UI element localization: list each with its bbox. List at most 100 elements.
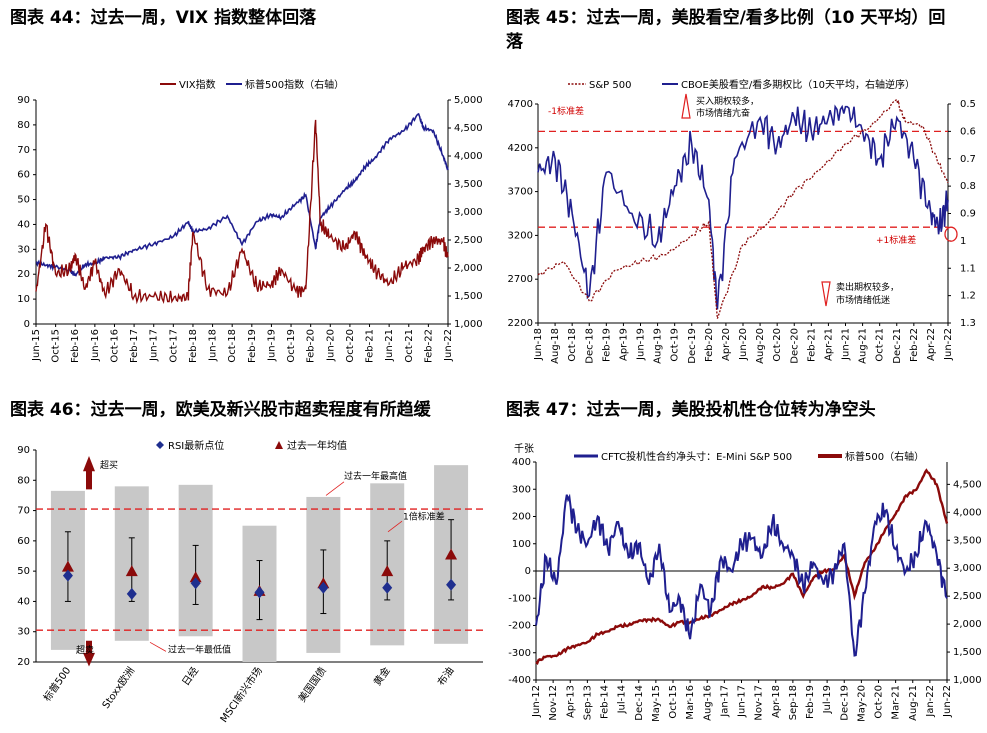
mean-marker [381,565,394,577]
label-plus-1sd: +1标准差 [876,234,916,246]
y-tick-label-left: 300 [512,484,531,495]
x-tick-label: Mar-16 [685,685,696,720]
x-tick-label: Dec-18 [584,328,595,364]
y-tick-label-left: 100 [512,539,531,550]
y-tick-label-right: 2,000 [953,619,982,630]
x-tick-label: Oct-19 [286,329,297,363]
x-tick-label: Sep-18 [788,685,799,720]
y-tick-label-right: 2,500 [454,235,483,246]
y-tick-label: 40 [17,596,30,607]
x-tick-label: Jun-22 [942,685,953,718]
sp500-dotted-line [537,98,949,319]
x-tick-label: Jun-22 [443,329,454,362]
y-tick-label: 90 [17,445,30,456]
overbought-arrow-icon [83,456,95,490]
vix-line [35,119,449,305]
y-tick-label-left: 3200 [508,230,533,241]
x-tick-label: Jun-17 [149,329,160,362]
cftc-line [535,493,948,657]
y-tick-label-left: 60 [17,170,30,181]
y-tick-label-right: 1 [960,236,966,247]
x-tick-label: Feb-21 [806,328,817,362]
x-tick-label: Feb-19 [601,328,612,362]
x-tick-label: Feb-19 [805,685,816,719]
x-tick-label: Oct-21 [404,329,415,363]
legend-label-rsi: RSI最新点位 [168,439,224,452]
legend-label-vix: VIX指数 [179,78,216,91]
y-tick-label-left: 40 [17,219,30,230]
legend-label-sp500: 标普500指数（右轴） [245,78,344,91]
put-call-chart: 2200 2700 3200 3700 4200 4700 0.5 0.6 0.7 0.8 0.9 1… [508,78,976,364]
x-tick-label: Jun-19 [636,328,647,361]
y-tick-label-left: 90 [17,95,30,106]
annotation-std: 1倍标准差 [403,511,445,523]
x-tick-label: Aug-19 [653,328,664,364]
x-tick-label: Jun-22 [943,328,954,361]
y-tick-label-right: 0.7 [960,154,976,165]
x-tick-label: Feb-17 [129,329,140,363]
rsi-marker [382,581,393,594]
category-label: 布油 [434,664,456,688]
y-tick-label-right: 3,500 [454,179,483,190]
x-tick-label: Feb-14 [600,685,611,719]
y-tick-label-right: 3,000 [953,563,982,574]
legend-label-sp500: S&P 500 [589,80,631,91]
x-tick-label: Apr-19 [618,328,629,361]
y-tick-label-left: -400 [508,675,531,686]
x-tick-label: Jan-22 [925,685,936,718]
y-tick-label-right: 5,000 [454,95,483,106]
y-tick-label-left: 10 [17,294,30,305]
y-tick-label-left: 3700 [508,187,533,198]
y-tick-label-right: 0.8 [960,181,976,192]
x-tick-label: Jun-16 [90,329,101,362]
x-tick-label: Oct-19 [670,328,681,362]
x-tick-label: Oct-18 [227,329,238,363]
y-tick-label-right: 4,000 [953,507,982,518]
x-tick-label: Nov-17 [754,685,765,721]
x-tick-label: Apr-21 [823,328,834,361]
y-tick-label-right: 1.2 [960,291,976,302]
annotation-min: 过去一年最低值 [168,643,231,655]
chart-46-title: 图表 46：过去一周，欧美及新兴股市超卖程度有所趋缓 [10,400,431,420]
y-tick-label-right: 2,500 [953,591,982,602]
x-tick-label: Aug-18 [550,328,561,364]
unit-label: 千张 [514,443,534,455]
x-tick-label: Jan-17 [719,685,730,718]
x-tick-label: Jun-21 [841,328,852,361]
annotation-oversold: 超卖 [76,644,94,656]
x-tick-label: Jun-18 [208,329,219,362]
y-tick-label: 70 [17,506,30,517]
x-tick-label: Feb-19 [247,329,258,363]
down-arrow-icon [821,281,831,307]
put-call-line [537,104,949,310]
x-tick-label: Oct-16 [109,329,120,363]
mean-marker [189,571,202,583]
y-tick-label: 20 [17,657,30,668]
rsi-marker [318,581,329,594]
highlight-circle [944,226,958,242]
x-tick-label: Feb-20 [704,328,715,362]
x-tick-label: Oct-17 [168,329,179,363]
x-tick-label: May-15 [651,685,662,722]
category-label: 日经 [179,664,201,688]
legend-swatch-rsi [156,441,164,449]
y-tick-label-left: 2700 [508,274,533,285]
rsi-marker [62,569,73,582]
y-tick-label-left: 30 [17,244,30,255]
y-tick-label-right: 0.6 [960,126,976,137]
y-tick-label-right: 1,500 [953,647,982,658]
y-tick-label-left: 4200 [508,143,533,154]
chart-45-title: 图表 45：过去一周，美股看空/看多比例（10 天平均）回 落 [506,6,945,54]
mean-marker [125,565,138,577]
x-tick-label: Jul-14 [617,685,628,714]
y-tick-label-right: 1,000 [454,319,483,330]
chart-44-title: 图表 44：过去一周，VIX 指数整体回落 [10,8,317,28]
y-tick-label-right: 2,000 [454,263,483,274]
annotation-max: 过去一年最高值 [344,470,407,482]
x-tick-label: Jun-17 [737,685,748,718]
x-tick-label: Nov-12 [548,685,559,721]
x-tick-label: Oct-15 [668,685,679,719]
x-tick-label: Jun-19 [266,329,277,362]
x-tick-label: May-20 [856,685,867,722]
x-tick-label: Aug-21 [908,685,919,721]
